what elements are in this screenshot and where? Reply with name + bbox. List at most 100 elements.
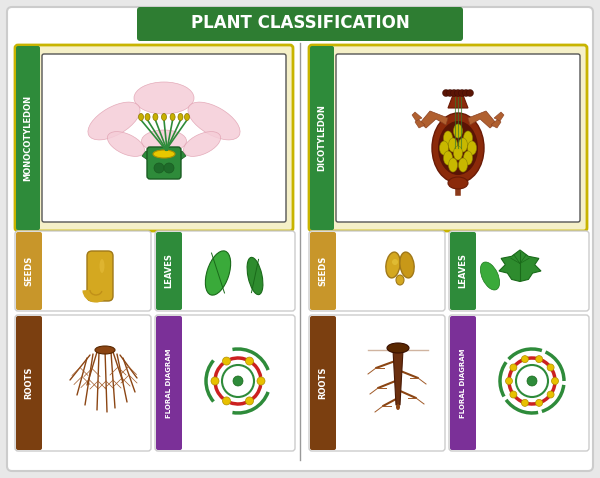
Circle shape [245,397,254,405]
Ellipse shape [449,158,458,172]
FancyBboxPatch shape [156,316,182,450]
Text: FLORAL DIAGRAM: FLORAL DIAGRAM [460,348,466,418]
Ellipse shape [184,113,190,120]
Text: ROOTS: ROOTS [319,367,328,399]
Ellipse shape [443,151,452,165]
Ellipse shape [247,257,263,294]
Ellipse shape [464,151,473,165]
Ellipse shape [443,131,452,145]
FancyBboxPatch shape [336,54,580,222]
Polygon shape [420,111,448,128]
Circle shape [257,377,265,385]
Circle shape [233,376,243,386]
Ellipse shape [458,138,467,152]
FancyBboxPatch shape [42,54,286,222]
Circle shape [551,378,559,384]
FancyBboxPatch shape [137,7,463,41]
Ellipse shape [161,113,167,120]
FancyBboxPatch shape [310,316,336,450]
Text: FLORAL DIAGRAM: FLORAL DIAGRAM [166,348,172,418]
Ellipse shape [188,102,240,140]
Polygon shape [494,112,504,121]
Circle shape [245,357,254,365]
Ellipse shape [449,138,458,152]
FancyBboxPatch shape [155,231,295,311]
Ellipse shape [481,262,500,290]
FancyBboxPatch shape [87,251,113,301]
Ellipse shape [107,131,145,156]
Circle shape [223,397,230,405]
Circle shape [510,364,517,371]
Circle shape [536,356,542,363]
Ellipse shape [170,113,175,120]
Ellipse shape [387,343,409,353]
FancyBboxPatch shape [309,45,587,231]
Polygon shape [491,119,501,128]
Ellipse shape [100,259,104,273]
Ellipse shape [438,121,478,175]
Polygon shape [415,119,425,128]
Ellipse shape [464,131,473,145]
Polygon shape [164,151,186,166]
Circle shape [446,89,454,97]
FancyBboxPatch shape [450,232,476,310]
Ellipse shape [184,131,221,156]
Ellipse shape [142,130,187,152]
FancyBboxPatch shape [309,231,445,311]
Polygon shape [448,95,468,108]
FancyBboxPatch shape [309,315,445,451]
Circle shape [547,391,554,398]
Polygon shape [142,151,164,166]
FancyBboxPatch shape [310,232,336,310]
FancyBboxPatch shape [155,315,295,451]
Ellipse shape [134,82,194,114]
Ellipse shape [467,141,476,155]
Circle shape [455,89,461,97]
Ellipse shape [153,113,158,120]
Text: PLANT CLASSIFICATION: PLANT CLASSIFICATION [191,14,409,32]
Ellipse shape [454,124,463,138]
Circle shape [451,89,458,97]
Polygon shape [468,111,496,128]
Ellipse shape [139,113,143,120]
Circle shape [154,163,164,173]
Text: SEEDS: SEEDS [319,256,328,286]
Circle shape [223,357,230,365]
FancyBboxPatch shape [156,232,182,310]
FancyBboxPatch shape [450,316,476,450]
Circle shape [211,377,219,385]
FancyBboxPatch shape [16,232,42,310]
Ellipse shape [432,113,484,183]
Ellipse shape [205,251,230,295]
FancyBboxPatch shape [147,147,181,179]
FancyBboxPatch shape [16,46,40,230]
Ellipse shape [448,177,468,189]
Text: DICOTYLEDON: DICOTYLEDON [317,105,326,172]
FancyBboxPatch shape [310,46,334,230]
Ellipse shape [458,158,467,172]
Circle shape [458,89,466,97]
Circle shape [521,400,529,406]
Ellipse shape [153,150,175,158]
FancyBboxPatch shape [449,231,589,311]
Circle shape [392,259,398,265]
Ellipse shape [396,275,404,285]
FancyBboxPatch shape [16,316,42,450]
Circle shape [463,89,470,97]
Circle shape [510,391,517,398]
Text: LEAVES: LEAVES [164,253,173,288]
Circle shape [467,89,473,97]
Polygon shape [412,112,422,121]
Circle shape [443,89,449,97]
Ellipse shape [386,252,400,278]
Ellipse shape [88,102,140,140]
FancyBboxPatch shape [7,7,593,471]
FancyBboxPatch shape [15,315,151,451]
Ellipse shape [439,141,449,155]
Text: MONOCOTYLEDON: MONOCOTYLEDON [23,95,32,181]
Text: ROOTS: ROOTS [25,367,34,399]
Circle shape [164,163,174,173]
Circle shape [521,356,529,363]
Ellipse shape [178,113,183,120]
Ellipse shape [396,404,400,410]
